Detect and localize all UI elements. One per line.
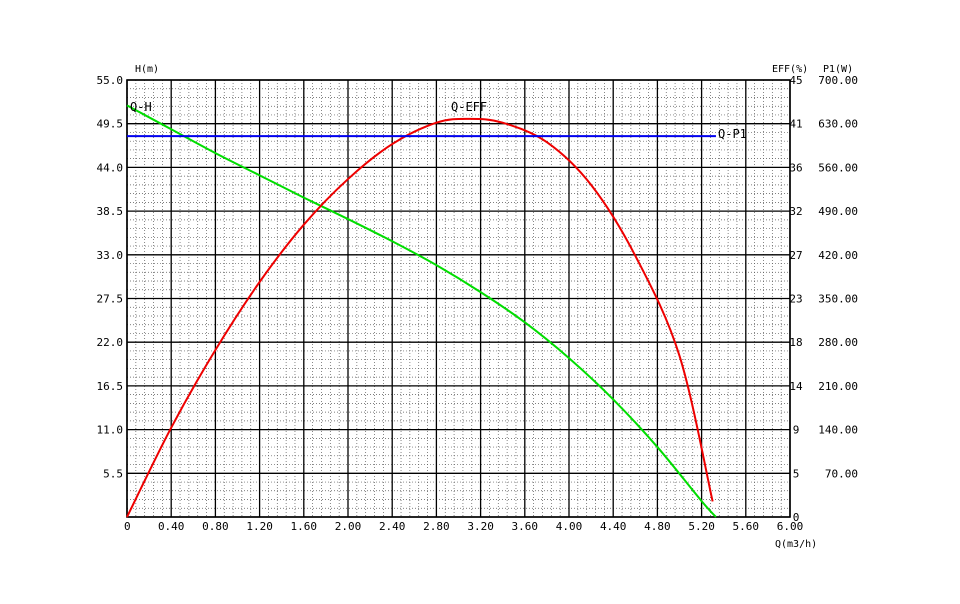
p1-tick-label: 210.00 bbox=[818, 380, 858, 393]
major-grid bbox=[126, 79, 791, 518]
p1-tick-label: 560.00 bbox=[818, 161, 858, 174]
eff-tick-label: 0 bbox=[793, 511, 800, 524]
p1-tick-label: 700.00 bbox=[818, 74, 858, 87]
series-label-q-eff: Q-EFF bbox=[451, 100, 487, 114]
p1-tick-label: 350.00 bbox=[818, 293, 858, 306]
p1-axis-title: P1(W) bbox=[823, 64, 853, 75]
series-layer bbox=[126, 104, 717, 518]
p1-tick-label: 140.00 bbox=[818, 424, 858, 437]
eff-tick-label: 45 bbox=[789, 74, 802, 87]
h-tick-label: 16.5 bbox=[97, 380, 124, 393]
p1-tick-label: 70.00 bbox=[825, 467, 858, 480]
eff-tick-label: 14 bbox=[789, 380, 803, 393]
x-tick-label: 2.80 bbox=[423, 520, 450, 533]
h-tick-label: 38.5 bbox=[97, 205, 124, 218]
h-axis-title: H(m) bbox=[135, 64, 159, 75]
plot-frame bbox=[126, 79, 791, 518]
eff-tick-label: 41 bbox=[789, 118, 802, 131]
h-tick-label: 49.5 bbox=[97, 118, 124, 131]
x-tick-label: 1.60 bbox=[291, 520, 318, 533]
series-line-q-eff bbox=[126, 117, 714, 518]
series-label-q-p1: Q-P1 bbox=[718, 127, 747, 141]
x-tick-label: 5.60 bbox=[733, 520, 760, 533]
x-tick-label: 3.60 bbox=[512, 520, 539, 533]
x-origin-label: 0 bbox=[124, 520, 131, 533]
eff-tick-label: 32 bbox=[789, 205, 802, 218]
eff-tick-label: 36 bbox=[789, 161, 802, 174]
eff-tick-label: 18 bbox=[789, 336, 802, 349]
h-tick-label: 11.0 bbox=[97, 424, 124, 437]
q-axis-title: Q(m3/h) bbox=[775, 539, 817, 550]
h-tick-label: 44.0 bbox=[97, 161, 124, 174]
eff-tick-label: 23 bbox=[789, 293, 802, 306]
x-tick-label: 0.80 bbox=[202, 520, 229, 533]
x-tick-label: 2.00 bbox=[335, 520, 362, 533]
series-label-q-h: Q-H bbox=[130, 100, 152, 114]
series-line-q-h bbox=[126, 104, 717, 518]
x-tick-label: 0.40 bbox=[158, 520, 185, 533]
x-tick-label: 1.20 bbox=[246, 520, 273, 533]
p1-tick-label: 420.00 bbox=[818, 249, 858, 262]
p1-tick-label: 490.00 bbox=[818, 205, 858, 218]
x-tick-label: 3.20 bbox=[467, 520, 494, 533]
eff-tick-label: 5 bbox=[793, 467, 800, 480]
axis-labels: H(m) EFF(%) P1(W) Q(m3/h) 0 0.40 0.80 1.20… bbox=[97, 64, 859, 550]
eff-tick-label: 27 bbox=[789, 249, 802, 262]
p1-tick-label: 630.00 bbox=[818, 118, 858, 131]
x-tick-label: 4.00 bbox=[556, 520, 583, 533]
eff-axis-title: EFF(%) bbox=[772, 64, 808, 75]
x-tick-label: 2.40 bbox=[379, 520, 406, 533]
p1-tick-label: 280.00 bbox=[818, 336, 858, 349]
x-tick-label: 5.20 bbox=[688, 520, 715, 533]
x-tick-label: 4.80 bbox=[644, 520, 671, 533]
h-tick-label: 5.5 bbox=[103, 467, 123, 480]
h-tick-label: 27.5 bbox=[97, 293, 124, 306]
h-tick-label: 22.0 bbox=[97, 336, 124, 349]
x-tick-label: 6.00 bbox=[777, 520, 804, 533]
eff-tick-label: 9 bbox=[793, 424, 800, 437]
h-tick-label: 55.0 bbox=[97, 74, 124, 87]
minor-grid bbox=[127, 80, 790, 517]
x-tick-label: 4.40 bbox=[600, 520, 627, 533]
h-tick-label: 33.0 bbox=[97, 249, 124, 262]
